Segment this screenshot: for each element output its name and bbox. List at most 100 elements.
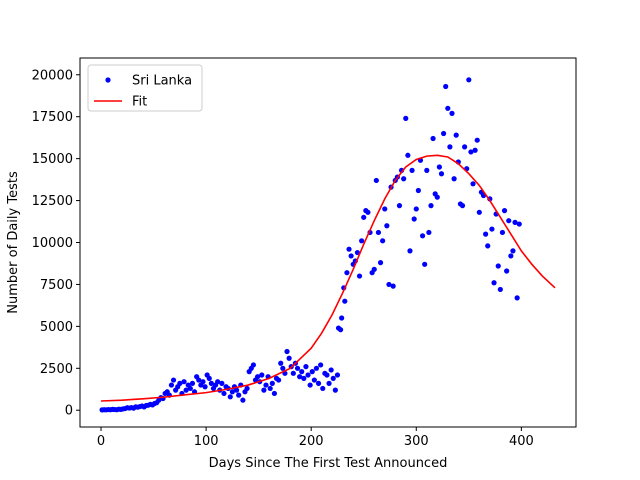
data-point (468, 149, 474, 155)
data-point (233, 387, 240, 393)
data-point (215, 379, 221, 385)
data-point (240, 397, 246, 403)
y-axis-label: Number of Daily Tests (6, 171, 21, 314)
y-tick-label: 5000 (40, 320, 73, 335)
data-point (382, 206, 388, 212)
data-point (342, 298, 348, 304)
data-point (411, 216, 417, 222)
data-point (516, 221, 522, 227)
data-point (419, 233, 426, 239)
data-point (290, 370, 296, 376)
data-point (219, 380, 225, 386)
data-point (284, 348, 290, 355)
data-point (447, 144, 453, 150)
data-point (413, 206, 419, 212)
data-point (499, 229, 506, 236)
data-point (445, 105, 451, 111)
data-point (297, 374, 303, 380)
data-point (359, 238, 365, 244)
data-point (483, 231, 489, 237)
data-point (401, 176, 407, 182)
data-point (430, 135, 436, 142)
data-point (168, 382, 175, 388)
data-point (294, 365, 301, 371)
data-point (462, 144, 468, 150)
data-point (403, 115, 409, 121)
data-point (508, 253, 514, 259)
data-point (440, 130, 447, 137)
legend-marker (105, 77, 111, 83)
data-point (236, 392, 242, 398)
data-point (286, 355, 292, 361)
x-tick-label: 400 (509, 434, 534, 449)
data-point (504, 268, 510, 274)
data-point (280, 365, 286, 371)
data-point (474, 137, 480, 143)
data-point (276, 377, 282, 383)
y-tick-label: 0 (65, 404, 73, 419)
data-point (187, 385, 193, 392)
data-point (453, 132, 459, 138)
x-tick-label: 200 (299, 434, 324, 449)
fit-line (100, 154, 556, 402)
data-point (514, 295, 520, 301)
data-point (259, 372, 265, 378)
data-point (313, 365, 320, 371)
data-point (459, 203, 466, 209)
data-point (390, 283, 396, 289)
data-point (339, 315, 345, 321)
x-tick-label: 0 (97, 434, 105, 449)
y-tick-label: 10000 (32, 236, 73, 251)
data-point (386, 281, 392, 288)
y-tick-label: 20000 (32, 68, 73, 83)
data-point (261, 387, 267, 393)
data-point (501, 208, 508, 214)
data-point (424, 167, 430, 173)
data-point (330, 375, 336, 381)
data-point (407, 248, 413, 254)
data-point (512, 219, 518, 225)
data-point (181, 379, 187, 385)
plot-area (99, 77, 556, 413)
data-point (497, 286, 503, 293)
data-point (221, 390, 227, 397)
data-point (332, 387, 338, 393)
data-point (278, 360, 284, 366)
data-point (371, 266, 377, 272)
data-point (422, 261, 428, 267)
data-point (305, 372, 311, 378)
data-point (346, 246, 352, 252)
axes: 0 100 200 300 400 0 2500 5000 7500 10000 12500 1500… (32, 57, 577, 449)
data-point (510, 248, 516, 254)
data-point (470, 181, 476, 187)
data-point (356, 273, 363, 279)
data-point (267, 385, 273, 392)
data-point (384, 223, 390, 229)
data-point (301, 375, 307, 381)
data-point (227, 394, 233, 400)
x-axis-label: Days Since The First Test Announced (209, 456, 448, 471)
y-tick-label: 12500 (32, 194, 73, 209)
data-point (328, 367, 334, 373)
data-point (263, 382, 269, 388)
data-point (244, 385, 250, 392)
data-point (361, 214, 367, 220)
data-point (271, 390, 278, 397)
data-point (206, 375, 212, 381)
data-point (354, 249, 361, 256)
data-point (250, 362, 256, 368)
data-point (472, 147, 478, 153)
y-tick-label: 17500 (32, 110, 73, 125)
series-group (99, 77, 556, 413)
data-point (491, 280, 497, 286)
data-point (348, 253, 354, 259)
data-point (326, 380, 332, 386)
data-point (434, 194, 440, 200)
data-point (315, 380, 322, 386)
data-point (506, 218, 512, 224)
data-point (489, 226, 495, 232)
data-point (365, 209, 371, 215)
data-point (303, 364, 309, 370)
